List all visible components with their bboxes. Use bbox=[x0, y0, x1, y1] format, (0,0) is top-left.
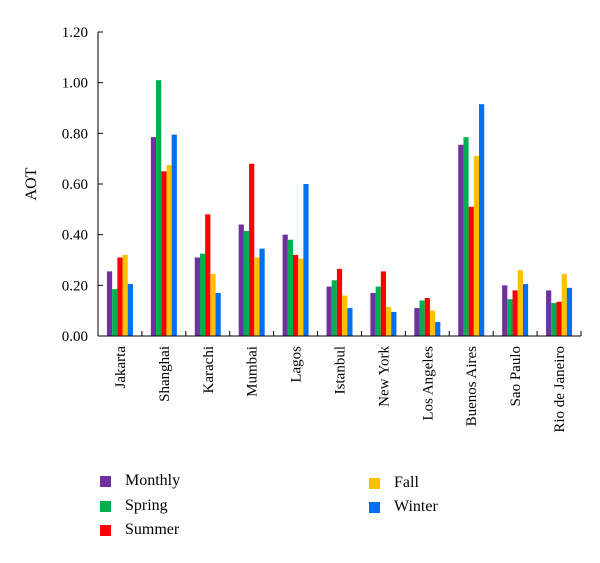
bar-fall-lagos bbox=[298, 258, 304, 336]
bar-spring-istanbul bbox=[331, 280, 337, 336]
bar-monthly-lagos bbox=[282, 234, 288, 336]
bar-monthly-rio-de-janeiro bbox=[546, 290, 552, 336]
bar-fall-buenos-aires bbox=[473, 156, 480, 336]
bar-summer-rio-de-janeiro bbox=[556, 301, 562, 336]
bar-fall-mumbai bbox=[254, 257, 260, 336]
bar-spring-lagos bbox=[287, 239, 293, 336]
bar-monthly-karachi bbox=[194, 257, 200, 336]
bar-summer-sao-paulo bbox=[512, 290, 518, 336]
bar-fall-karachi bbox=[210, 273, 216, 336]
bar-fall-rio-de-janeiro bbox=[561, 273, 567, 336]
y-tick-label: 0.20 bbox=[62, 278, 88, 294]
bar-spring-new-york bbox=[375, 286, 381, 336]
y-axis-title: AOT bbox=[23, 167, 40, 200]
x-tick-label: New York bbox=[376, 346, 392, 407]
bar-winter-sao-paulo bbox=[522, 284, 529, 336]
bar-spring-jakarta bbox=[112, 289, 118, 336]
x-tick-label: Lagos bbox=[289, 346, 305, 383]
y-axis: 0.00 0.20 0.40 0.60 0.80 1.00 1.20 bbox=[62, 25, 103, 345]
bar-fall-jakarta bbox=[122, 254, 128, 336]
x-tick-label: Rio de Janeiro bbox=[552, 346, 568, 433]
bar-winter-jakarta bbox=[127, 284, 133, 336]
bar-summer-los-angeles bbox=[424, 298, 430, 336]
x-tick-label: Sao Paulo bbox=[508, 346, 524, 406]
x-tick-label: Jakarta bbox=[113, 346, 129, 389]
bar-fall-shanghai bbox=[166, 165, 172, 336]
bar-summer-buenos-aires bbox=[468, 206, 474, 336]
bar-summer-jakarta bbox=[117, 257, 123, 336]
bar-spring-los-angeles bbox=[419, 300, 425, 336]
x-tick-label: Shanghai bbox=[157, 346, 173, 402]
bar-winter-karachi bbox=[215, 292, 221, 336]
bar-summer-shanghai bbox=[161, 171, 167, 336]
bar-monthly-shanghai bbox=[150, 137, 157, 336]
bar-spring-sao-paulo bbox=[507, 299, 513, 336]
bar-winter-mumbai bbox=[259, 248, 265, 336]
y-tick-label: 0.60 bbox=[62, 177, 88, 193]
bar-winter-shanghai bbox=[171, 134, 177, 336]
x-tick-label: Los Angeles bbox=[420, 346, 436, 421]
y-tick-label: 1.00 bbox=[62, 76, 88, 92]
bars bbox=[106, 80, 573, 336]
bar-winter-istanbul bbox=[347, 308, 353, 336]
x-tick-label: Istanbul bbox=[333, 346, 349, 394]
bar-spring-buenos-aires bbox=[463, 137, 469, 336]
x-axis: Jakarta Shanghai Karachi Mumbai Lagos Istanbu… bbox=[98, 331, 582, 433]
x-tick-label: Mumbai bbox=[245, 346, 261, 397]
bar-spring-rio-de-janeiro bbox=[551, 303, 557, 336]
bar-winter-rio-de-janeiro bbox=[566, 287, 573, 336]
bar-winter-lagos bbox=[303, 184, 309, 336]
bar-fall-istanbul bbox=[342, 295, 348, 336]
bar-monthly-sao-paulo bbox=[502, 285, 508, 336]
x-tick-label: Buenos Aires bbox=[464, 346, 480, 427]
bar-summer-istanbul bbox=[336, 268, 343, 336]
bar-summer-new-york bbox=[380, 271, 387, 336]
bar-winter-new-york bbox=[391, 311, 397, 336]
bar-monthly-istanbul bbox=[326, 286, 332, 336]
bar-spring-karachi bbox=[199, 253, 206, 336]
bar-spring-shanghai bbox=[156, 80, 162, 336]
bar-monthly-mumbai bbox=[238, 224, 244, 336]
bar-summer-karachi bbox=[205, 214, 211, 336]
y-tick-label: 0.80 bbox=[62, 126, 88, 142]
bar-monthly-los-angeles bbox=[414, 308, 420, 336]
bar-fall-new-york bbox=[386, 306, 392, 336]
bar-fall-los-angeles bbox=[429, 310, 436, 336]
bar-monthly-new-york bbox=[370, 292, 376, 336]
bar-summer-mumbai bbox=[249, 163, 255, 336]
bar-monthly-jakarta bbox=[106, 271, 113, 336]
y-tick-label: 1.20 bbox=[62, 25, 88, 41]
bar-monthly-buenos-aires bbox=[458, 144, 464, 336]
bar-winter-buenos-aires bbox=[479, 104, 485, 336]
bar-winter-los-angeles bbox=[435, 322, 441, 336]
y-tick-label: 0.40 bbox=[62, 228, 88, 244]
bar-spring-mumbai bbox=[243, 230, 250, 336]
x-tick-label: Karachi bbox=[201, 346, 217, 393]
bar-summer-lagos bbox=[292, 254, 299, 336]
bar-fall-sao-paulo bbox=[517, 270, 523, 336]
y-tick-label: 0.00 bbox=[62, 329, 88, 345]
